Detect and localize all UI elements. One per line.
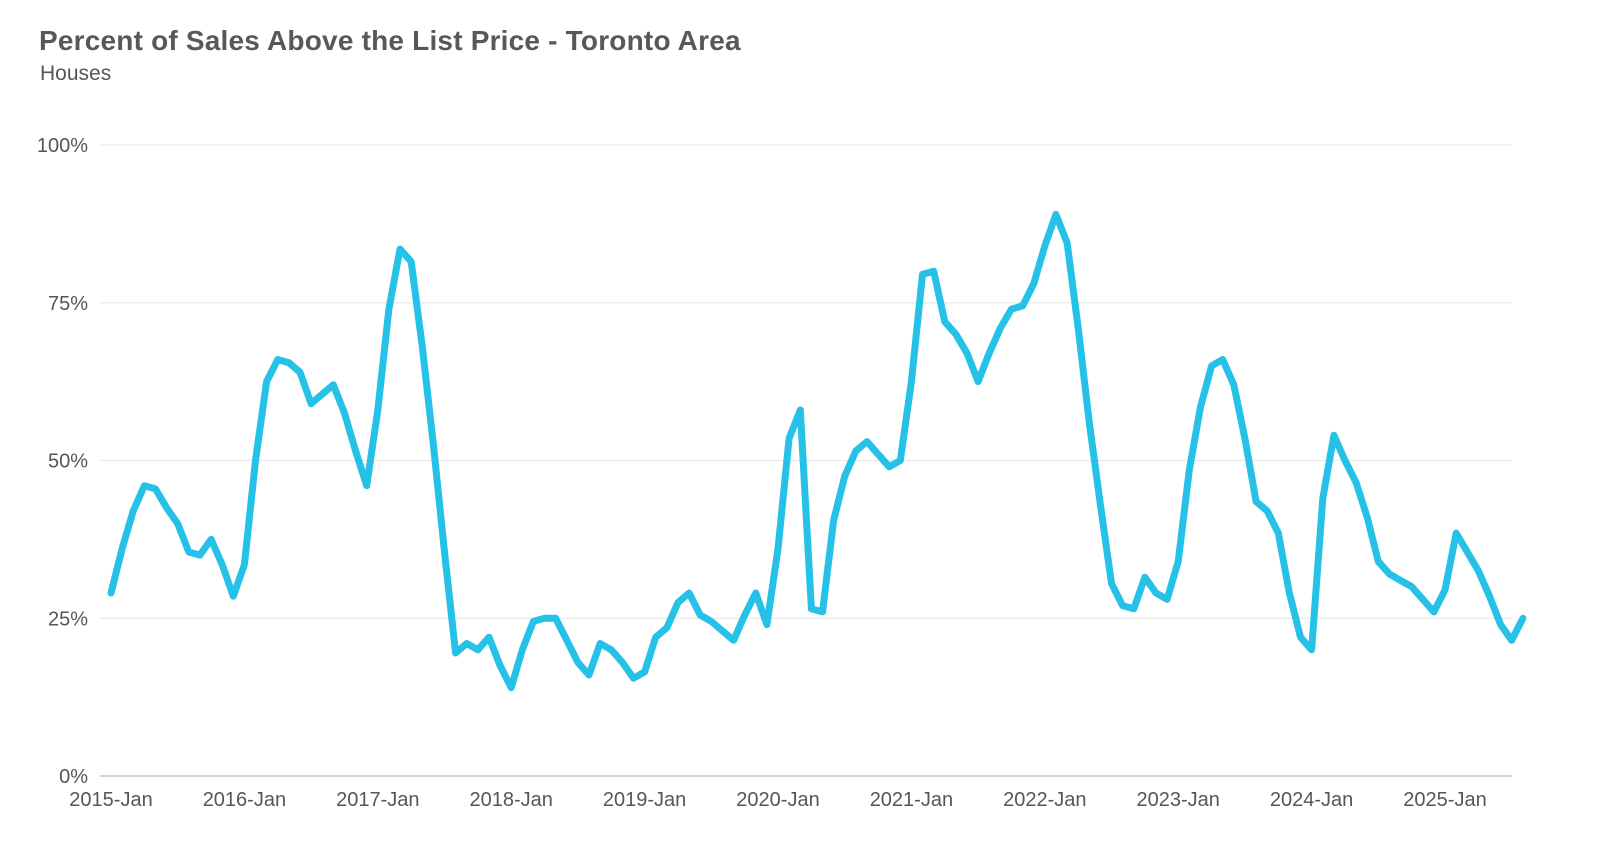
x-tick-label: 2021-Jan xyxy=(870,789,953,811)
x-tick-label: 2024-Jan xyxy=(1270,789,1353,811)
y-tick-label: 0% xyxy=(59,766,88,788)
x-tick-label: 2016-Jan xyxy=(203,789,286,811)
chart-title: Percent of Sales Above the List Price - … xyxy=(39,25,741,56)
x-tick-label: 2019-Jan xyxy=(603,789,686,811)
y-tick-label: 100% xyxy=(37,135,88,157)
y-tick-label: 50% xyxy=(48,451,88,473)
x-tick-label: 2018-Jan xyxy=(469,789,552,811)
y-tick-label: 25% xyxy=(48,608,88,630)
chart-subtitle: Houses xyxy=(40,62,112,85)
x-tick-label: 2015-Jan xyxy=(69,789,152,811)
x-tick-label: 2017-Jan xyxy=(336,789,419,811)
x-tick-label: 2023-Jan xyxy=(1136,789,1219,811)
x-tick-label: 2020-Jan xyxy=(736,789,819,811)
x-tick-label: 2025-Jan xyxy=(1403,789,1486,811)
data-line-houses xyxy=(107,210,1527,692)
x-tick-label: 2022-Jan xyxy=(1003,789,1086,811)
y-tick-label: 75% xyxy=(48,293,88,315)
